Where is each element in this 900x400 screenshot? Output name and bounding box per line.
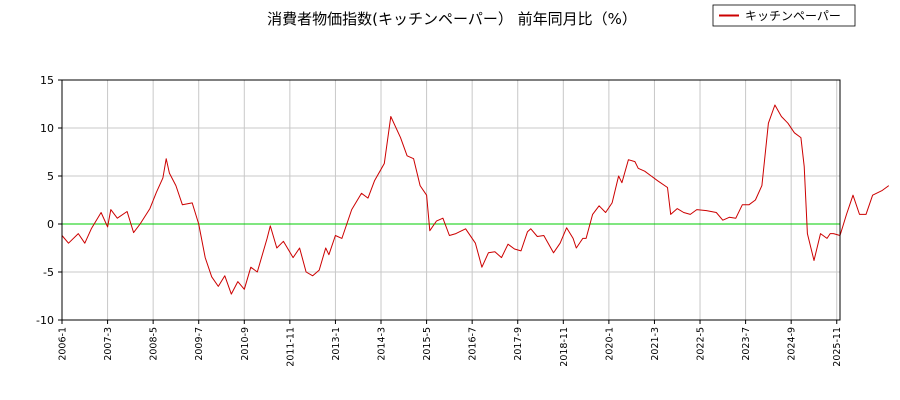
series-line-kitchen-paper (61, 104, 890, 295)
x-tick-label: 2025-11 (832, 327, 843, 367)
y-tick-label: -5 (43, 266, 54, 279)
x-tick-label: 2006-1 (58, 327, 69, 361)
x-tick-label: 2018-11 (559, 327, 570, 367)
y-tick-label: -10 (36, 314, 54, 327)
x-tick-label: 2010-9 (240, 327, 251, 361)
grid (61, 79, 840, 321)
x-tick-label: 2007-3 (103, 327, 114, 361)
x-tick-label: 2013-1 (331, 327, 342, 361)
x-tick-label: 2017-9 (513, 327, 524, 361)
y-axis-ticks: 15 10 5 0 -5 -10 (36, 74, 62, 327)
x-axis-ticks: 2006-1 2007-3 2008-5 2009-7 2010-9 2011-11 201… (58, 320, 843, 367)
y-tick-label: 5 (47, 170, 54, 183)
x-tick-label: 2011-11 (285, 327, 296, 367)
series-layer (61, 104, 890, 295)
x-tick-label: 2024-9 (787, 327, 798, 361)
x-tick-label: 2020-1 (604, 327, 615, 361)
y-tick-label: 15 (40, 74, 54, 87)
legend: キッチンペーパー (712, 4, 856, 27)
plot-frame (61, 79, 841, 321)
legend-box (712, 4, 856, 27)
y-tick-label: 10 (40, 122, 54, 135)
x-tick-label: 2015-5 (422, 327, 433, 361)
x-tick-label: 2016-7 (468, 327, 479, 361)
legend-label: キッチンペーパー (745, 9, 841, 23)
x-tick-label: 2021-3 (650, 327, 661, 361)
x-tick-label: 2014-3 (377, 327, 388, 361)
x-tick-label: 2009-7 (194, 327, 205, 361)
y-tick-label: 0 (47, 218, 54, 231)
chart-title: 消費者物価指数(キッチンペーパー） 前年同月比（%） (267, 10, 637, 28)
x-tick-label: 2023-7 (741, 327, 752, 361)
x-tick-label: 2022-5 (696, 327, 707, 361)
x-tick-label: 2008-5 (149, 327, 160, 361)
